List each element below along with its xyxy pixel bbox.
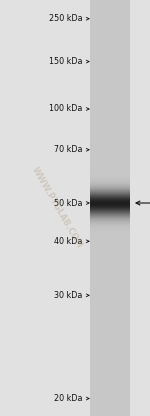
Text: 150 kDa: 150 kDa (49, 57, 89, 66)
Text: 50 kDa: 50 kDa (54, 198, 89, 208)
Text: 20 kDa: 20 kDa (54, 394, 89, 403)
Text: WWW.PTGLAB.COM: WWW.PTGLAB.COM (30, 166, 84, 250)
Text: 250 kDa: 250 kDa (49, 14, 89, 23)
Bar (90, 0, 130, 416)
Text: 30 kDa: 30 kDa (54, 291, 89, 300)
Text: 40 kDa: 40 kDa (54, 237, 89, 246)
Text: 100 kDa: 100 kDa (49, 104, 89, 114)
Text: 70 kDa: 70 kDa (54, 145, 89, 154)
